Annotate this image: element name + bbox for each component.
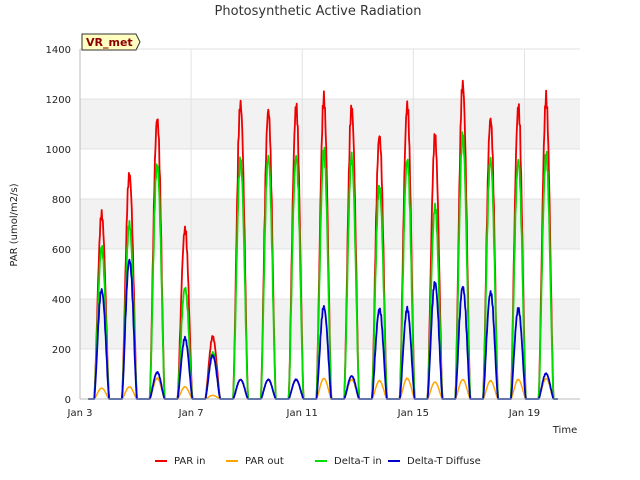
y-tick-label: 400 bbox=[52, 295, 71, 306]
y-tick-label: 600 bbox=[52, 245, 71, 256]
y-tick-label: 800 bbox=[52, 195, 71, 206]
x-tick-label: Jan 19 bbox=[508, 408, 540, 419]
legend-label: Delta-T in bbox=[334, 456, 382, 467]
y-tick-label: 1000 bbox=[46, 145, 71, 156]
x-tick-label: Jan 11 bbox=[286, 408, 318, 419]
legend-label: PAR in bbox=[174, 456, 205, 467]
station-badge: VR_met bbox=[81, 33, 141, 51]
y-axis-ticks: 0 200 400 600 800 1000 1200 1400 bbox=[46, 45, 71, 406]
y-tick-label: 1400 bbox=[46, 45, 71, 56]
plot-band bbox=[80, 99, 580, 149]
series-line bbox=[88, 131, 558, 400]
x-tick-label: Jan 15 bbox=[397, 408, 429, 419]
plot-band bbox=[80, 249, 580, 299]
chart-title: Photosynthetic Active Radiation bbox=[215, 4, 422, 19]
legend-label: PAR out bbox=[245, 456, 284, 467]
series-lines bbox=[88, 79, 558, 400]
plot-band bbox=[80, 199, 580, 249]
x-tick-label: Jan 7 bbox=[178, 408, 204, 419]
plot-background bbox=[80, 49, 580, 399]
series-line bbox=[88, 258, 558, 400]
x-axis-label: Time bbox=[552, 425, 577, 436]
x-axis-ticks: Jan 3 Jan 7 Jan 11 Jan 15 Jan 19 bbox=[67, 408, 541, 419]
y-axis-label: PAR (umol/m2/s) bbox=[9, 183, 20, 266]
plot-band bbox=[80, 149, 580, 199]
y-tick-label: 1200 bbox=[46, 95, 71, 106]
x-tick-label: Jan 3 bbox=[67, 408, 93, 419]
legend-label: Delta-T Diffuse bbox=[407, 456, 481, 467]
legend: PAR in PAR out Delta-T in Delta-T Diffuse bbox=[155, 456, 481, 467]
y-tick-label: 200 bbox=[52, 345, 71, 356]
plot-band bbox=[80, 49, 580, 99]
station-badge-label: VR_met bbox=[86, 36, 133, 49]
axes bbox=[79, 49, 580, 400]
y-tick-label: 0 bbox=[65, 395, 71, 406]
